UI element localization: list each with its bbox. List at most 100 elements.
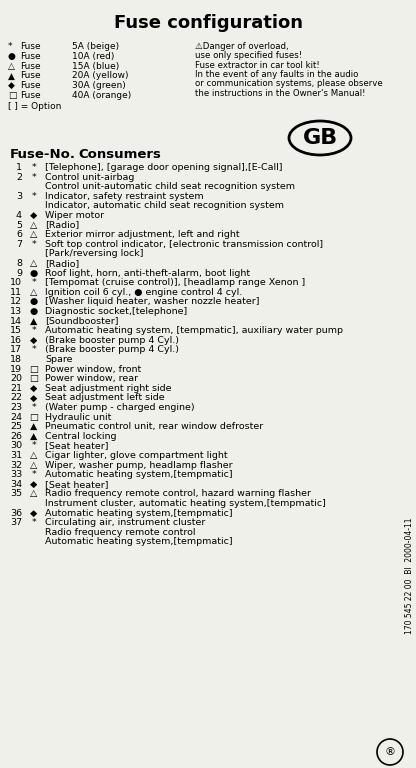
Text: Cigar lighter, glove compartment light: Cigar lighter, glove compartment light (45, 451, 228, 460)
Text: 35: 35 (10, 489, 22, 498)
Text: Automatic heating system,[tempmatic]: Automatic heating system,[tempmatic] (45, 508, 233, 518)
Text: Hydraulic unit: Hydraulic unit (45, 412, 111, 422)
Text: △: △ (30, 461, 37, 469)
Text: Radio frequency remote control, hazard warning flasher: Radio frequency remote control, hazard w… (45, 489, 311, 498)
Text: 18: 18 (10, 355, 22, 364)
Text: *: * (32, 346, 36, 354)
Text: Radio frequency remote control: Radio frequency remote control (45, 528, 196, 537)
Text: Exterior mirror adjustment, left and right: Exterior mirror adjustment, left and rig… (45, 230, 240, 239)
Text: Diagnostic socket,[telephone]: Diagnostic socket,[telephone] (45, 307, 187, 316)
Text: ▲: ▲ (30, 432, 37, 441)
Text: Soft top control indicator, [electronic transmission control]: Soft top control indicator, [electronic … (45, 240, 323, 249)
Text: the instructions in the Owner's Manual!: the instructions in the Owner's Manual! (195, 88, 366, 98)
Text: [Telephone], [garage door opening signal],[E-Call]: [Telephone], [garage door opening signal… (45, 163, 282, 172)
Text: □: □ (30, 374, 39, 383)
Text: 2: 2 (16, 173, 22, 181)
Text: 21: 21 (10, 384, 22, 392)
Text: Wiper motor: Wiper motor (45, 211, 104, 220)
Text: 40A (orange): 40A (orange) (72, 91, 131, 100)
Text: *: * (32, 442, 36, 450)
Text: Roof light, horn, anti-theft-alarm, boot light: Roof light, horn, anti-theft-alarm, boot… (45, 269, 250, 277)
Text: Indicator, safety restraint system: Indicator, safety restraint system (45, 192, 203, 200)
Text: [Seat heater]: [Seat heater] (45, 480, 109, 488)
Text: ◆: ◆ (30, 384, 37, 392)
Text: Fuse-No.: Fuse-No. (10, 148, 76, 161)
Text: Circulating air, instrument cluster: Circulating air, instrument cluster (45, 518, 206, 527)
Text: GB: GB (302, 128, 338, 148)
Text: 10A (red): 10A (red) (72, 51, 114, 61)
Text: [Tempomat (cruise control)], [headlamp range Xenon ]: [Tempomat (cruise control)], [headlamp r… (45, 278, 305, 287)
Text: Seat adjustment right side: Seat adjustment right side (45, 384, 171, 392)
Text: Control unit-airbag: Control unit-airbag (45, 173, 134, 181)
Text: ●: ● (30, 307, 38, 316)
Text: [Radio]: [Radio] (45, 220, 79, 230)
Text: 3: 3 (16, 192, 22, 200)
Text: ◆: ◆ (30, 336, 37, 345)
Text: 5: 5 (16, 220, 22, 230)
Text: *: * (32, 326, 36, 335)
Text: *: * (32, 192, 36, 200)
Text: Fuse: Fuse (20, 51, 41, 61)
Text: △: △ (30, 451, 37, 460)
Text: Control unit-automatic child seat recognition system: Control unit-automatic child seat recogn… (45, 182, 295, 191)
Text: Power window, rear: Power window, rear (45, 374, 138, 383)
Text: Instrument cluster, automatic heating system,[tempmatic]: Instrument cluster, automatic heating sy… (45, 499, 326, 508)
Text: 37: 37 (10, 518, 22, 527)
Text: [Radio]: [Radio] (45, 259, 79, 268)
Text: △: △ (30, 288, 37, 296)
Text: (Water pump - charged engine): (Water pump - charged engine) (45, 403, 195, 412)
Text: 25: 25 (10, 422, 22, 431)
Text: Fuse: Fuse (20, 42, 41, 51)
Text: 1: 1 (16, 163, 22, 172)
Text: 23: 23 (10, 403, 22, 412)
Text: △: △ (30, 489, 37, 498)
Text: □: □ (30, 365, 39, 373)
Text: *: * (32, 173, 36, 181)
Text: or communication systems, please observe: or communication systems, please observe (195, 79, 383, 88)
Text: □: □ (8, 91, 17, 100)
Text: [Soundbooster]: [Soundbooster] (45, 316, 119, 326)
Text: Fuse: Fuse (20, 71, 41, 81)
Text: *: * (8, 42, 12, 51)
Text: ◆: ◆ (30, 393, 37, 402)
Text: 17: 17 (10, 346, 22, 354)
Text: Wiper, washer pump, headlamp flasher: Wiper, washer pump, headlamp flasher (45, 461, 233, 469)
Text: Automatic heating system,[tempmatic]: Automatic heating system,[tempmatic] (45, 470, 233, 479)
Text: Automatic heating system,[tempmatic]: Automatic heating system,[tempmatic] (45, 538, 233, 546)
Text: 31: 31 (10, 451, 22, 460)
Text: 9: 9 (16, 269, 22, 277)
Text: 16: 16 (10, 336, 22, 345)
Text: *: * (32, 163, 36, 172)
Text: Fuse: Fuse (20, 61, 41, 71)
Text: Automatic heating system, [tempmatic], auxiliary water pump: Automatic heating system, [tempmatic], a… (45, 326, 343, 335)
Text: 26: 26 (10, 432, 22, 441)
Text: 6: 6 (16, 230, 22, 239)
Text: ●: ● (30, 269, 38, 277)
Text: 15A (blue): 15A (blue) (72, 61, 119, 71)
Text: Power window, front: Power window, front (45, 365, 141, 373)
Text: 7: 7 (16, 240, 22, 249)
Text: 33: 33 (10, 470, 22, 479)
Text: In the event of any faults in the audio: In the event of any faults in the audio (195, 70, 358, 79)
Text: *: * (32, 240, 36, 249)
Text: ◆: ◆ (30, 480, 37, 488)
Text: ®: ® (384, 747, 396, 757)
Text: 170 545 22 00  BI  2000-04-11: 170 545 22 00 BI 2000-04-11 (405, 518, 414, 634)
Text: Pneumatic control unit, rear window defroster: Pneumatic control unit, rear window defr… (45, 422, 263, 431)
Text: Fuse: Fuse (20, 81, 41, 90)
Text: 14: 14 (10, 316, 22, 326)
Text: 24: 24 (10, 412, 22, 422)
Text: □: □ (30, 412, 39, 422)
Text: *: * (32, 470, 36, 479)
Text: 30: 30 (10, 442, 22, 450)
Text: ●: ● (30, 297, 38, 306)
Text: Fuse: Fuse (20, 91, 41, 100)
Text: 20: 20 (10, 374, 22, 383)
Text: [Seat heater]: [Seat heater] (45, 442, 109, 450)
Text: Seat adjustment left side: Seat adjustment left side (45, 393, 165, 402)
Text: 15: 15 (10, 326, 22, 335)
Text: ▲: ▲ (30, 316, 37, 326)
Text: 32: 32 (10, 461, 22, 469)
Text: Fuse extractor in car tool kit!: Fuse extractor in car tool kit! (195, 61, 320, 70)
Text: Fuse configuration: Fuse configuration (114, 14, 302, 32)
